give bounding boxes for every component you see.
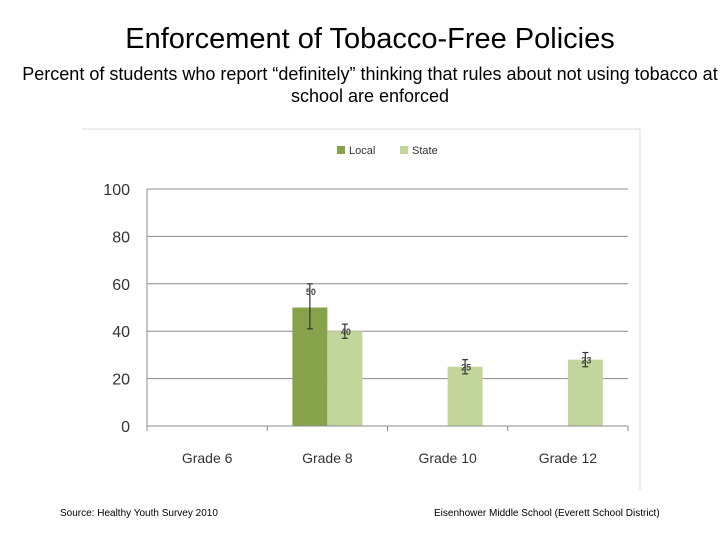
data-label: 50 xyxy=(306,287,316,297)
gridlines xyxy=(147,188,628,380)
y-tick-label: 100 xyxy=(103,182,130,199)
y-tick-label: 0 xyxy=(121,419,130,436)
x-tick-label: Grade 10 xyxy=(418,450,477,466)
bar-state xyxy=(327,331,363,426)
chart-frame-lines xyxy=(82,128,641,490)
data-label: 23 xyxy=(581,356,591,366)
y-tick-label: 80 xyxy=(112,229,130,246)
legend-label-state: State xyxy=(412,145,438,157)
chart-title: Enforcement of Tobacco-Free Policies xyxy=(125,23,615,55)
legend-swatch-local xyxy=(337,146,345,154)
data-label: 25 xyxy=(461,363,471,373)
x-tick-label: Grade 6 xyxy=(182,450,233,466)
y-tick-label: 60 xyxy=(112,277,130,294)
bar-state xyxy=(567,359,603,426)
data-label: 40 xyxy=(341,327,351,337)
error-bars xyxy=(306,283,589,375)
legend-swatch-state xyxy=(400,146,408,154)
x-tick-label: Grade 12 xyxy=(539,450,598,466)
chart-subtitle: Percent of students who report “definite… xyxy=(22,64,718,106)
bar-state xyxy=(447,366,483,426)
legend-label-local: Local xyxy=(349,145,375,157)
y-tick-label: 20 xyxy=(112,372,130,389)
source-note: Source: Healthy Youth Survey 2010 xyxy=(60,508,218,519)
legend: Local State xyxy=(337,145,438,157)
data-labels: 50 40 25 23 xyxy=(306,287,592,373)
bars xyxy=(292,307,603,426)
axes: 100 80 60 40 20 0 Grade 6 Grade 8 Grade 10 Grade … xyxy=(103,182,629,466)
x-tick-label: Grade 8 xyxy=(302,450,353,466)
school-note: Eisenhower Middle School (Everett School… xyxy=(434,508,660,519)
y-tick-label: 40 xyxy=(112,324,130,341)
